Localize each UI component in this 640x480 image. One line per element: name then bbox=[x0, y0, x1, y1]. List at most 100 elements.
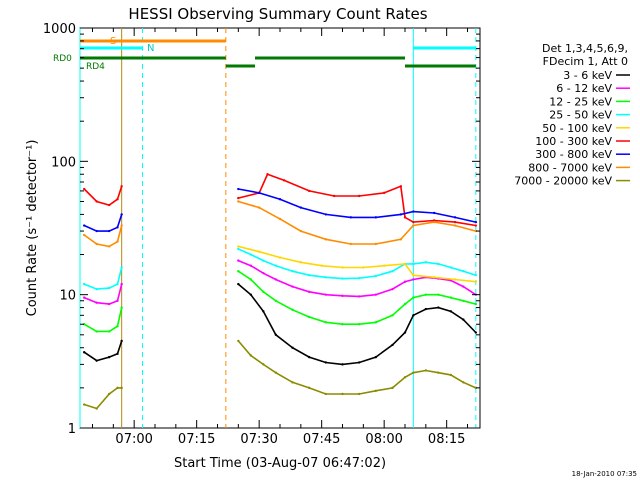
data-point bbox=[453, 278, 457, 281]
data-point bbox=[412, 220, 415, 224]
data-point bbox=[278, 197, 282, 201]
x-axis-label: Start Time (03-Aug-07 06:47:02) bbox=[174, 456, 386, 471]
series-line bbox=[83, 307, 123, 333]
data-point bbox=[403, 280, 407, 283]
data-point bbox=[399, 238, 403, 241]
data-point bbox=[291, 285, 294, 288]
data-point bbox=[82, 187, 86, 191]
data-point bbox=[403, 216, 407, 219]
data-point bbox=[424, 261, 428, 264]
legend-label: 300 - 800 keV bbox=[535, 148, 612, 161]
data-point bbox=[249, 278, 253, 281]
data-point bbox=[453, 220, 457, 224]
data-point bbox=[432, 211, 436, 215]
data-point bbox=[374, 274, 378, 278]
legend-label: 7000 - 20000 keV bbox=[514, 175, 612, 188]
data-point bbox=[107, 392, 111, 396]
data-point bbox=[374, 321, 378, 324]
data-point bbox=[116, 325, 119, 328]
data-point bbox=[249, 293, 253, 296]
data-point bbox=[320, 264, 323, 267]
data-point bbox=[116, 386, 119, 390]
data-point bbox=[399, 213, 403, 216]
data-point bbox=[257, 250, 261, 253]
data-point bbox=[262, 259, 265, 262]
plot-frame bbox=[79, 27, 481, 429]
data-point bbox=[449, 266, 453, 269]
data-point bbox=[116, 240, 119, 243]
data-point bbox=[95, 359, 98, 362]
data-point bbox=[120, 339, 123, 343]
data-point bbox=[391, 287, 394, 291]
series-line bbox=[237, 340, 477, 395]
data-point bbox=[437, 293, 440, 296]
data-point bbox=[399, 185, 403, 188]
data-point bbox=[116, 197, 119, 201]
data-point bbox=[291, 308, 294, 312]
data-point bbox=[462, 381, 465, 384]
legend-label: 800 - 7000 keV bbox=[528, 161, 612, 174]
x-tick-label: 07:15 bbox=[178, 432, 215, 447]
data-point bbox=[95, 301, 98, 304]
data-point bbox=[120, 266, 123, 269]
data-point bbox=[357, 194, 361, 198]
data-point bbox=[278, 217, 282, 221]
data-point bbox=[341, 323, 344, 326]
legend-label: 50 - 100 keV bbox=[542, 122, 612, 135]
data-point bbox=[82, 224, 86, 227]
data-point bbox=[391, 386, 394, 390]
data-point bbox=[120, 213, 123, 216]
data-point bbox=[357, 295, 361, 298]
data-point bbox=[374, 216, 378, 219]
x-tick-label: 08:15 bbox=[428, 432, 465, 447]
data-point bbox=[307, 189, 311, 193]
data-point bbox=[82, 233, 86, 237]
data-point bbox=[449, 310, 453, 313]
x-axis-ticks: 07:00 07:15 07:30 07:45 08:00 08:15 bbox=[92, 28, 468, 447]
flag-label-n: N bbox=[147, 43, 154, 54]
data-point bbox=[107, 330, 111, 333]
data-point bbox=[341, 363, 344, 366]
data-point bbox=[107, 286, 111, 290]
data-point bbox=[341, 266, 344, 269]
data-point bbox=[324, 213, 328, 216]
vertical-markers bbox=[79, 28, 477, 428]
legend-label: 25 - 50 keV bbox=[549, 109, 612, 122]
data-point bbox=[237, 269, 240, 273]
data-point bbox=[237, 339, 240, 343]
series-line bbox=[237, 248, 477, 280]
data-point bbox=[82, 282, 86, 286]
data-point bbox=[274, 299, 278, 302]
y-tick-label: 100 bbox=[51, 155, 76, 170]
series-line bbox=[238, 200, 477, 245]
series-line bbox=[83, 387, 122, 410]
data-point bbox=[249, 354, 253, 357]
data-point bbox=[262, 363, 265, 366]
series-line bbox=[237, 270, 477, 326]
data-point bbox=[237, 247, 240, 251]
data-point bbox=[349, 242, 353, 246]
flag-label-s: S bbox=[110, 36, 116, 47]
data-point bbox=[341, 294, 344, 298]
flag-bars bbox=[80, 39, 476, 68]
data-point bbox=[299, 229, 303, 233]
series-line bbox=[83, 186, 123, 206]
data-point bbox=[357, 276, 361, 280]
data-point bbox=[237, 259, 240, 262]
data-point bbox=[453, 224, 457, 227]
y-axis-ticks: 1 10 100 1000 bbox=[43, 22, 480, 437]
data-point bbox=[412, 278, 415, 281]
data-point bbox=[412, 224, 415, 227]
data-point bbox=[107, 302, 111, 306]
data-point bbox=[307, 386, 311, 390]
x-tick-label: 08:00 bbox=[365, 432, 402, 447]
data-point bbox=[107, 245, 111, 248]
data-point bbox=[332, 194, 336, 198]
data-point bbox=[437, 371, 440, 374]
data-point bbox=[307, 273, 311, 277]
data-point bbox=[437, 306, 440, 309]
data-point bbox=[403, 262, 407, 266]
data-point bbox=[424, 307, 428, 311]
data-point bbox=[95, 330, 98, 333]
